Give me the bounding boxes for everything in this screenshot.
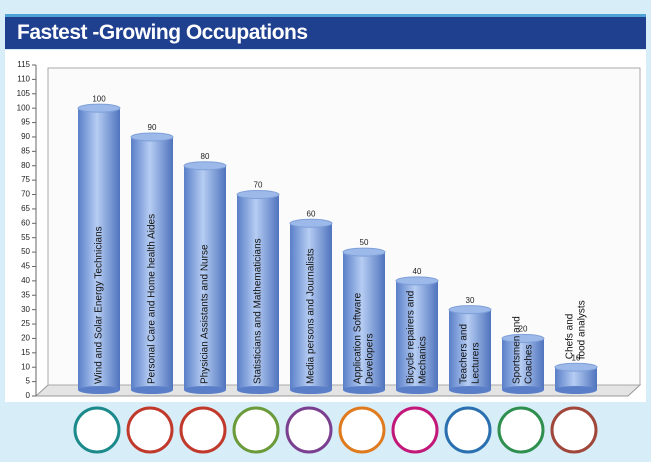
icon	[179, 406, 227, 454]
bar	[449, 309, 491, 390]
category-label: Lecturers	[471, 342, 482, 384]
y-tick-label: 70	[21, 190, 30, 199]
y-tick-label: 95	[21, 118, 30, 127]
y-tick-label: 110	[17, 75, 30, 84]
y-tick-label: 115	[17, 60, 30, 69]
y-tick-label: 45	[21, 262, 30, 271]
bar	[237, 194, 279, 390]
category-label: Physician Assistants and Nurse	[200, 244, 211, 384]
y-tick-label: 75	[21, 175, 30, 184]
value-label: 100	[92, 94, 106, 103]
bar-top	[183, 161, 227, 171]
value-label: 10	[572, 353, 581, 362]
y-tick-label: 20	[21, 334, 30, 343]
bar-top	[130, 132, 174, 142]
value-label: 60	[307, 209, 316, 218]
category-label: Chefs and	[565, 314, 576, 360]
bar-base	[78, 386, 120, 394]
y-tick-label: 105	[17, 89, 31, 98]
bar	[396, 280, 438, 390]
bar-top	[289, 218, 333, 228]
bar-top	[236, 190, 280, 200]
y-tick-label: 35	[21, 290, 30, 299]
y-tick-label: 40	[21, 276, 30, 285]
y-tick-label: 90	[21, 132, 30, 141]
value-label: 20	[519, 325, 528, 334]
category-label: Teachers and	[459, 324, 470, 384]
category-label: food analysts	[577, 300, 588, 359]
category-label: Bicycle repairers and	[406, 291, 417, 384]
value-label: 90	[148, 123, 157, 132]
y-tick-label: 10	[21, 362, 30, 371]
icon	[126, 406, 174, 454]
category-label: Developers	[365, 333, 376, 384]
bar-base	[290, 386, 332, 394]
icon	[391, 406, 439, 454]
icon	[232, 406, 280, 454]
icon	[497, 406, 545, 454]
bar	[78, 108, 120, 390]
icon	[73, 406, 121, 454]
y-tick-label: 100	[17, 103, 31, 112]
y-tick-label: 85	[21, 146, 30, 155]
value-label: 70	[254, 181, 263, 190]
bar	[131, 136, 173, 390]
icon	[550, 406, 598, 454]
bar-top	[395, 276, 439, 286]
bar	[290, 223, 332, 390]
bar	[555, 367, 597, 390]
bar-top	[501, 333, 545, 343]
y-tick-label: 60	[21, 218, 30, 227]
value-label: 50	[360, 238, 369, 247]
category-label: Statisticians and Mathematicians	[253, 238, 264, 384]
bar	[343, 252, 385, 390]
bar-top	[448, 305, 492, 315]
bar-base	[502, 386, 544, 394]
y-tick-label: 5	[26, 377, 31, 386]
y-tick-label: 15	[21, 348, 30, 357]
bar-base	[555, 386, 597, 394]
bar-base	[237, 386, 279, 394]
bar	[184, 165, 226, 390]
category-label: Sportsmen and	[512, 316, 523, 384]
floor	[34, 384, 642, 397]
chart-title: Fastest -Growing Occupations	[17, 21, 308, 44]
y-tick-label: 50	[21, 247, 30, 256]
icon	[285, 406, 333, 454]
icon	[444, 406, 492, 454]
bar-base	[343, 386, 385, 394]
value-label: 80	[201, 152, 210, 161]
bar	[502, 338, 544, 390]
bar-base	[131, 386, 173, 394]
value-label: 40	[413, 267, 422, 276]
category-label: Coaches	[524, 345, 535, 384]
y-tick-label: 65	[21, 204, 30, 213]
category-label: Application Software	[353, 292, 364, 384]
bar-base	[184, 386, 226, 394]
y-tick-label: 80	[21, 161, 30, 170]
category-label: Media persons and Journalists	[306, 248, 317, 384]
header: Fastest -Growing Occupations	[5, 14, 646, 49]
icons	[73, 406, 598, 454]
icon	[338, 406, 386, 454]
bar-base	[449, 386, 491, 394]
y-tick-label: 0	[26, 391, 31, 400]
category-label: Personal Care and Home health Aides	[147, 214, 158, 384]
bar-top	[342, 247, 386, 257]
category-label: Wind and Solar Energy Technicians	[94, 226, 105, 384]
category-label: Mechanics	[418, 336, 429, 384]
bar-top	[554, 362, 598, 372]
y-tick-label: 30	[21, 305, 30, 314]
bar-top	[77, 103, 121, 113]
value-label: 30	[466, 296, 475, 305]
y-tick-label: 25	[21, 319, 30, 328]
y-tick-label: 55	[21, 233, 30, 242]
bar-base	[396, 386, 438, 394]
